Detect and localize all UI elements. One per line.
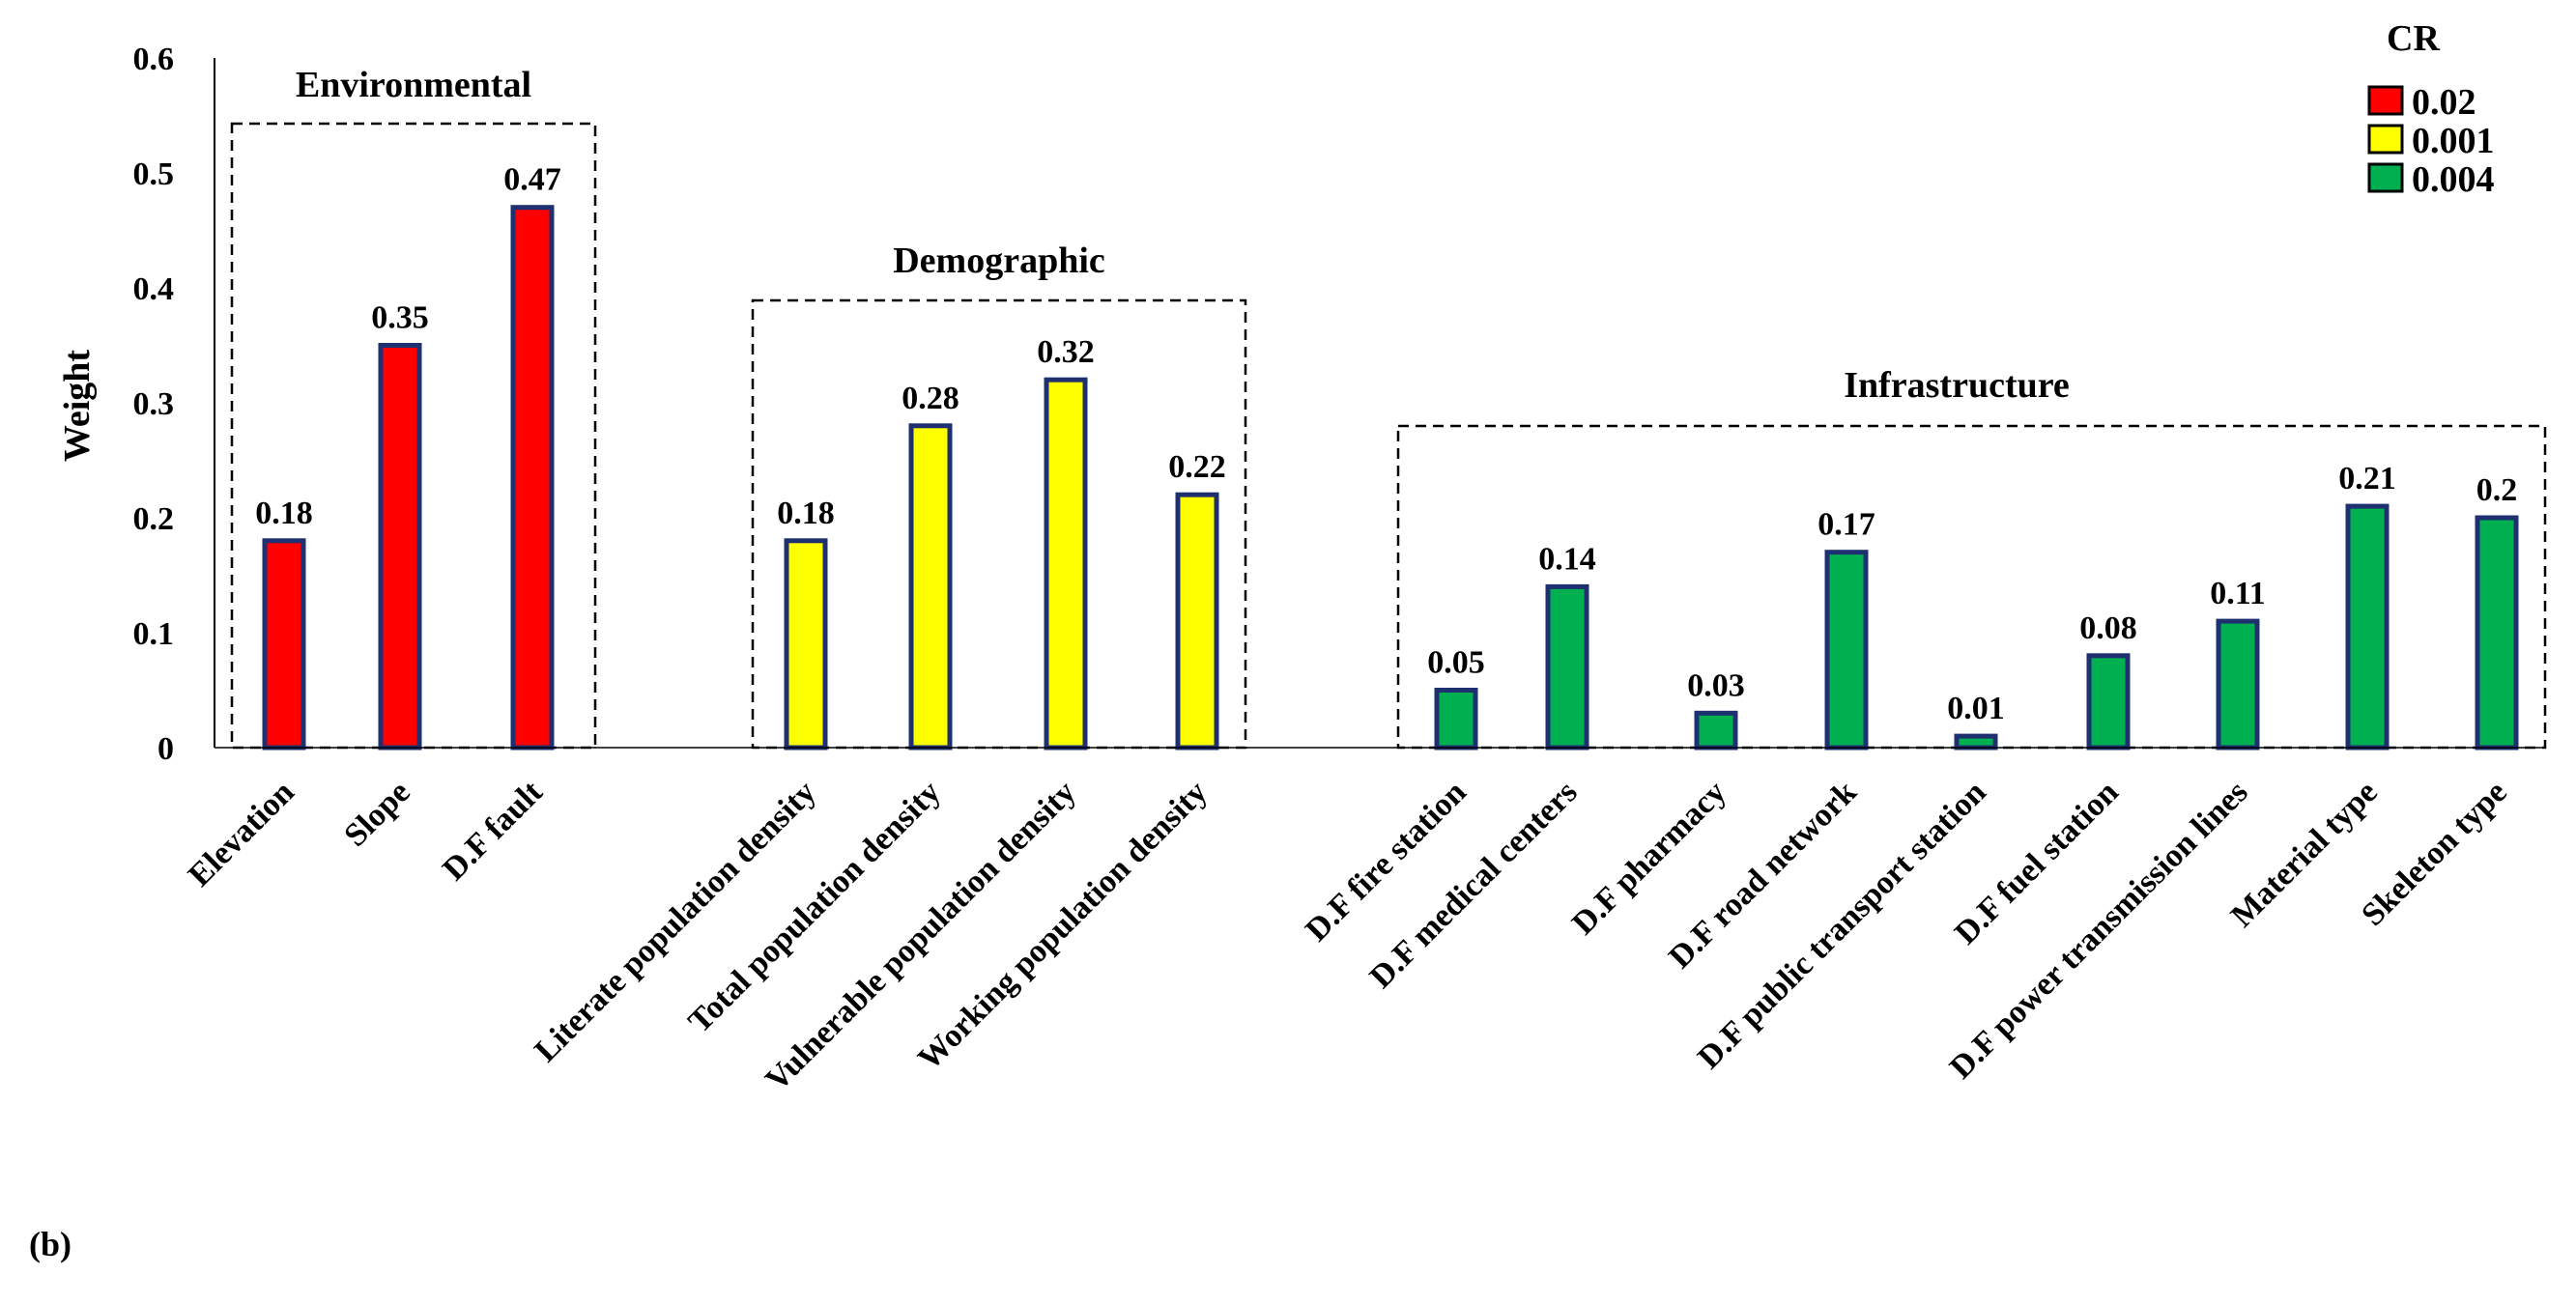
group-title: Demographic [893, 241, 1105, 281]
value-label: 0.14 [1538, 541, 1596, 577]
bar [784, 538, 828, 751]
value-label: 0.08 [2079, 610, 2137, 646]
bars-layer [262, 205, 2519, 751]
value-label: 0.11 [2210, 576, 2266, 611]
category-label: Elevation [182, 774, 301, 893]
bar [1044, 377, 1088, 751]
bar [2086, 653, 2131, 751]
value-label: 0.28 [902, 381, 959, 416]
value-label: 0.05 [1427, 645, 1485, 681]
bar [1694, 710, 1738, 751]
legend-title: CR [2387, 18, 2440, 59]
value-label: 0.35 [371, 300, 429, 336]
bar [2216, 618, 2260, 751]
bar [1545, 583, 1589, 751]
value-label: 0.18 [777, 496, 835, 531]
y-tick-label: 0.6 [133, 42, 175, 77]
y-axis-title: Weight [57, 350, 98, 462]
bar [510, 205, 555, 751]
bar [1175, 492, 1219, 751]
category-label: Total population density [682, 774, 948, 1039]
bar [1434, 688, 1478, 751]
category-label: D.F fault [436, 774, 550, 888]
group-title: Environmental [296, 65, 531, 105]
bar [2475, 515, 2519, 751]
value-label: 0.01 [1947, 691, 2005, 726]
value-label: 0.17 [1818, 507, 1875, 543]
group-title: Infrastructure [1844, 365, 2070, 406]
y-tick-label: 0.4 [133, 271, 175, 307]
bar [2345, 503, 2390, 751]
y-tick-label: 0.1 [133, 616, 175, 652]
group-frames [230, 122, 2547, 750]
value-label: 0.03 [1687, 667, 1745, 703]
value-label: 0.2 [2476, 472, 2518, 508]
bar [378, 343, 422, 751]
category-label: Working population density [911, 774, 1214, 1076]
legend-label: 0.02 [2412, 82, 2476, 123]
value-label: 0.21 [2338, 461, 2396, 496]
legend-swatch [2367, 162, 2404, 193]
y-tick-label: 0.5 [133, 156, 175, 192]
legend-label: 0.001 [2412, 121, 2495, 161]
legend-swatch [2367, 124, 2404, 155]
y-tick-label: 0 [157, 731, 174, 767]
value-label: 0.47 [503, 162, 561, 198]
legend-label: 0.004 [2412, 159, 2495, 200]
bar [908, 423, 953, 751]
value-label: 0.18 [255, 496, 313, 531]
legend-swatch [2367, 85, 2404, 116]
bar [262, 538, 306, 751]
y-tick-label: 0.3 [133, 386, 175, 422]
value-label: 0.32 [1037, 334, 1095, 370]
y-tick-label: 0.2 [133, 501, 175, 537]
category-label: Slope [337, 774, 416, 853]
bar [1954, 733, 1998, 751]
axes-layer: 0 0.1 0.2 0.3 0.4 0.5 0.6 [133, 42, 2545, 767]
panel-label: (b) [29, 1225, 72, 1263]
bar [1824, 550, 1869, 751]
category-label: D.F medical centers [1363, 774, 1585, 995]
value-label: 0.22 [1168, 449, 1226, 485]
